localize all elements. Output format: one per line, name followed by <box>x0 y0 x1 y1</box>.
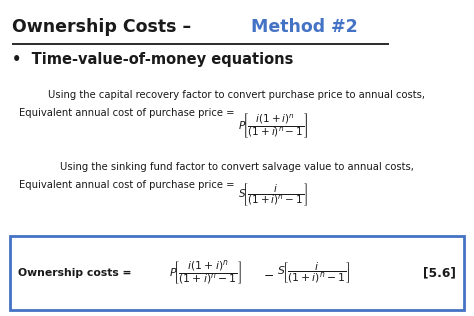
Text: $S\!\left[\dfrac{i}{(1 + i)^n - 1}\right]$: $S\!\left[\dfrac{i}{(1 + i)^n - 1}\right… <box>238 182 308 208</box>
Text: $S\!\left[\dfrac{i}{(1 + i)^n - 1}\right]$: $S\!\left[\dfrac{i}{(1 + i)^n - 1}\right… <box>277 260 351 286</box>
Text: Using the capital recovery factor to convert purchase price to annual costs,: Using the capital recovery factor to con… <box>48 90 426 100</box>
Text: Equivalent annual cost of purchase price =: Equivalent annual cost of purchase price… <box>19 108 238 118</box>
Text: Method #2: Method #2 <box>251 18 357 36</box>
Text: •  Time-value-of-money equations: • Time-value-of-money equations <box>12 52 293 67</box>
Text: [5.6]: [5.6] <box>423 266 456 279</box>
Text: Using the sinking fund factor to convert salvage value to annual costs,: Using the sinking fund factor to convert… <box>60 162 414 172</box>
Text: $P\!\left[\dfrac{i(1 + i)^n}{(1 + i)^n - 1}\right]$: $P\!\left[\dfrac{i(1 + i)^n}{(1 + i)^n -… <box>238 112 309 140</box>
Text: Ownership costs =: Ownership costs = <box>18 268 135 278</box>
FancyBboxPatch shape <box>10 236 464 310</box>
Text: $ - $: $ - $ <box>263 266 274 279</box>
Text: Equivalent annual cost of purchase price =: Equivalent annual cost of purchase price… <box>19 180 238 190</box>
Text: $P\!\left[\dfrac{i(1 + i)^n}{(1 + i)^n - 1}\right]$: $P\!\left[\dfrac{i(1 + i)^n}{(1 + i)^n -… <box>169 258 242 288</box>
Text: Ownership Costs –: Ownership Costs – <box>12 18 197 36</box>
